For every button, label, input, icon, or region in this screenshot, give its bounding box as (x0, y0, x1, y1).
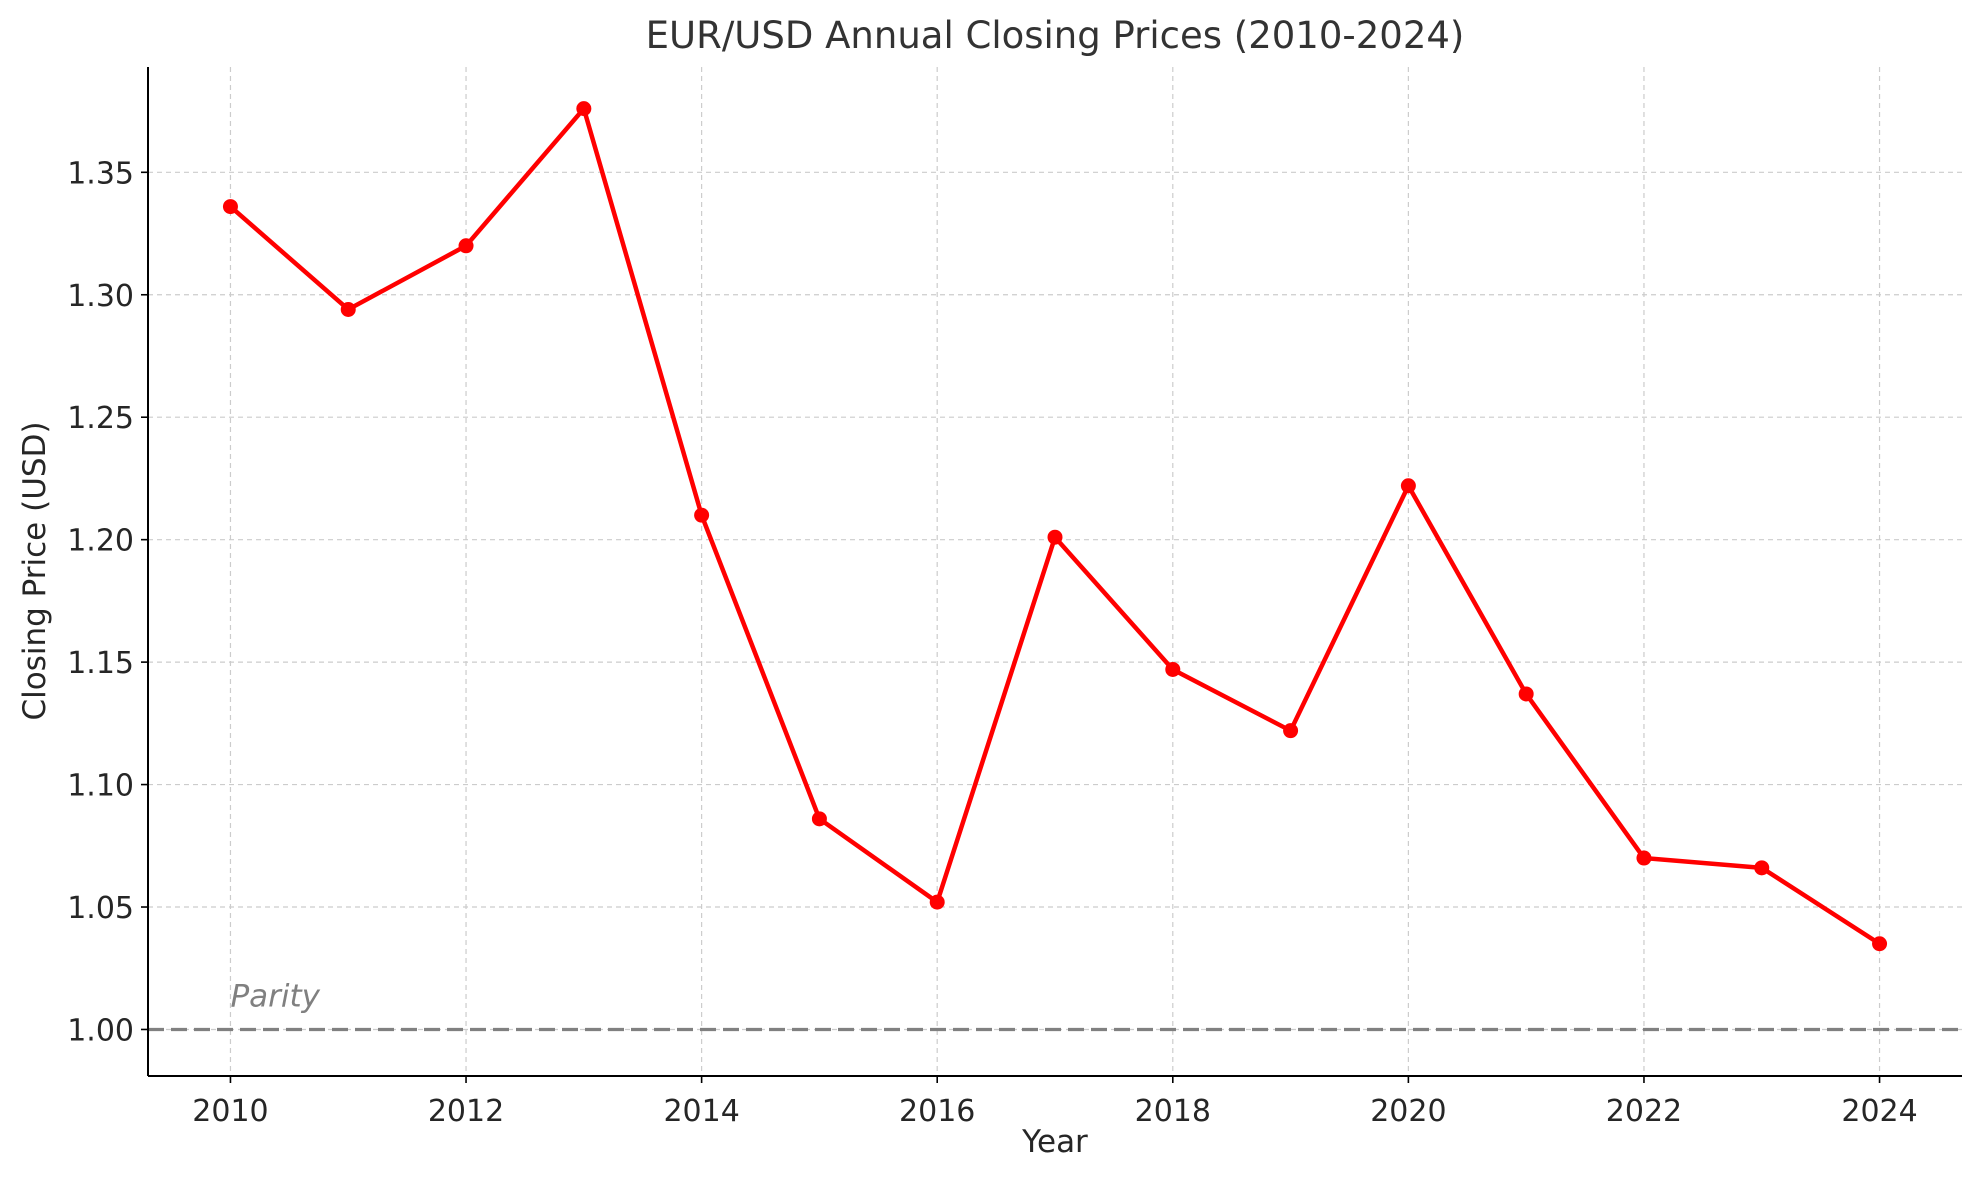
y-tick-label: 1.35 (67, 156, 134, 191)
x-tick-label: 2020 (1370, 1094, 1446, 1129)
x-tick-label: 2022 (1606, 1094, 1682, 1129)
x-axis-title: Year (1021, 1124, 1088, 1160)
data-point (576, 101, 592, 117)
data-point (694, 507, 710, 523)
data-point (222, 199, 238, 215)
data-point (811, 811, 827, 827)
series-line (228, 106, 1882, 946)
y-axis-title: Closing Price (USD) (17, 421, 53, 720)
y-tick-label: 1.30 (67, 279, 134, 314)
parity-label: Parity (230, 978, 320, 1014)
parity-reference: Parity (148, 978, 1962, 1032)
data-point (458, 238, 474, 254)
y-tick-label: 1.20 (67, 524, 134, 559)
y-tick-label: 1.25 (67, 401, 134, 436)
data-point (929, 894, 945, 910)
x-tick-label: 2012 (428, 1094, 504, 1129)
x-tick-label: 2010 (192, 1094, 268, 1129)
series (222, 101, 1888, 952)
chart-title: EUR/USD Annual Closing Prices (2010-2024… (646, 14, 1465, 57)
y-tick-label: 1.10 (67, 769, 134, 804)
data-point (1047, 529, 1063, 545)
y-tick-label: 1.15 (67, 646, 134, 681)
data-point (1165, 661, 1181, 677)
data-point (1518, 686, 1534, 702)
y-tick-label: 1.05 (67, 891, 134, 926)
x-tick-label: 2024 (1841, 1094, 1917, 1129)
y-tick-label: 1.00 (67, 1013, 134, 1048)
data-point (340, 301, 356, 317)
x-tick-label: 2018 (1135, 1094, 1211, 1129)
data-point (1754, 860, 1770, 876)
x-tick-label: 2016 (899, 1094, 975, 1129)
labels: EUR/USD Annual Closing Prices (2010-2024… (17, 14, 1464, 1160)
ticks: 2010 2012 2014 2016 2018 2020 2022 2024 1.00 1.05… (67, 156, 1918, 1129)
data-point (1400, 478, 1416, 494)
data-point (1636, 850, 1652, 866)
axes (147, 67, 1962, 1077)
data-point (1872, 936, 1888, 952)
grid (148, 67, 1962, 1076)
data-point (1283, 723, 1299, 739)
x-tick-label: 2014 (663, 1094, 739, 1129)
